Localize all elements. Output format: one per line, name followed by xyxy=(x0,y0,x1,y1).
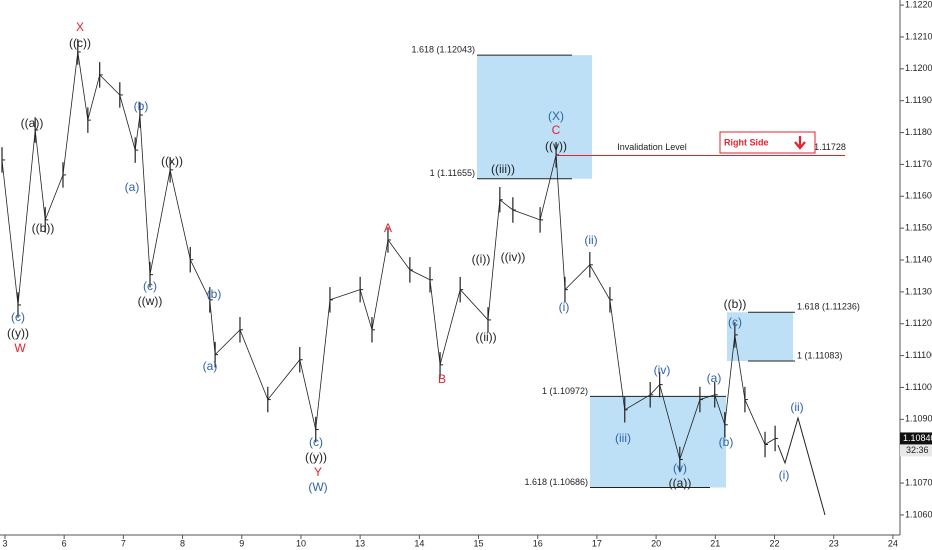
y-tick-label: 1.11900 xyxy=(905,95,932,105)
wave-label: ((b)) xyxy=(724,297,747,311)
wave-label: ((v)) xyxy=(545,139,567,153)
wave-label: (c) xyxy=(728,315,742,329)
y-tick-label: 1.11100 xyxy=(905,350,932,360)
wave-label: (a) xyxy=(203,359,218,373)
x-tick-label: 8 xyxy=(180,538,185,548)
x-tick-label: 3 xyxy=(2,538,7,548)
x-tick-label: 22 xyxy=(769,538,779,548)
wave-label: (c) xyxy=(143,279,157,293)
projection-path xyxy=(777,416,826,516)
wave-label: (b) xyxy=(719,435,734,449)
y-tick-label: 1.12000 xyxy=(905,63,932,73)
fib-label: 1.618 (1.12043) xyxy=(411,45,475,55)
countdown-tag xyxy=(900,444,932,457)
y-tick-label: 1.10700 xyxy=(905,477,932,487)
x-tick-label: 21 xyxy=(710,538,720,548)
wave-label: (W) xyxy=(308,480,327,494)
fib-box xyxy=(477,55,592,179)
y-tick-label: 1.11400 xyxy=(905,254,932,264)
y-tick-label: 1.12200 xyxy=(905,0,932,9)
wave-label: (iv) xyxy=(654,363,671,377)
wave-label: ((c)) xyxy=(69,36,91,50)
callout-arrow xyxy=(794,136,806,150)
x-tick-label: 23 xyxy=(829,538,839,548)
wave-label: ((iii)) xyxy=(491,162,515,176)
callout-text: Right Side xyxy=(724,137,769,147)
x-tick-label: 13 xyxy=(355,538,365,548)
x-tick-label: 15 xyxy=(474,538,484,548)
wave-label: ((y)) xyxy=(305,450,327,464)
wave-label: ((a)) xyxy=(21,116,44,130)
wave-label: ((y)) xyxy=(7,326,29,340)
countdown-label: 32:36 xyxy=(906,445,929,455)
wave-label: (ii) xyxy=(790,400,803,414)
fib-label: 1.618 (1.10686) xyxy=(524,477,588,487)
y-tick-label: 1.11300 xyxy=(905,286,932,296)
y-tick-label: 1.11200 xyxy=(905,318,932,328)
x-tick-label: 14 xyxy=(414,538,424,548)
x-tick-label: 20 xyxy=(651,538,661,548)
x-tick-label: 17 xyxy=(592,538,602,548)
wave-label: (X) xyxy=(548,109,564,123)
wave-label: (i) xyxy=(779,468,790,482)
y-tick-label: 1.10900 xyxy=(905,414,932,424)
wave-label: ((a)) xyxy=(669,476,692,490)
fib-label: 1.618 (1.11236) xyxy=(797,302,860,312)
wave-label: ((iv)) xyxy=(501,250,526,264)
wave-label: Y xyxy=(314,465,322,479)
wave-label: (i) xyxy=(559,300,570,314)
fib-label: 1 (1.11083) xyxy=(797,350,842,360)
wave-label: B xyxy=(438,372,446,386)
fib-label: 1 (1.10972) xyxy=(542,386,588,396)
y-tick-label: 1.11800 xyxy=(905,127,932,137)
x-tick-label: 6 xyxy=(62,538,67,548)
wave-label: (ii) xyxy=(584,233,597,247)
y-tick-label: 1.11600 xyxy=(905,191,932,201)
wave-label: C xyxy=(552,123,561,137)
wave-label: ((b)) xyxy=(32,221,55,235)
fib-label: 1 (1.11655) xyxy=(430,168,475,178)
wave-label: (b) xyxy=(207,287,222,301)
wave-label: (a) xyxy=(125,180,140,194)
wave-label: X xyxy=(76,20,84,34)
wave-label: (iii) xyxy=(615,431,631,445)
x-tick-label: 24 xyxy=(888,538,898,548)
last-price-label: 1.10840 xyxy=(903,433,932,443)
y-tick-label: 1.11000 xyxy=(905,382,932,392)
wave-label: ((w)) xyxy=(138,294,163,308)
callout-box xyxy=(719,131,816,154)
y-tick-label: 1.10600 xyxy=(905,509,932,519)
wave-label: ((ii)) xyxy=(475,330,496,344)
wave-label: (c) xyxy=(309,435,323,449)
invalidation-value: 1.11728 xyxy=(814,142,846,152)
y-tick-label: 1.11700 xyxy=(905,159,932,169)
fib-box xyxy=(590,396,726,488)
x-tick-label: 7 xyxy=(121,538,126,548)
x-tick-label: 9 xyxy=(239,538,244,548)
wave-label: ((i)) xyxy=(472,252,491,266)
y-tick-label: 1.12100 xyxy=(905,31,932,41)
wave-label: A xyxy=(384,221,392,235)
y-tick-label: 1.11500 xyxy=(905,223,932,233)
wave-label: ((x)) xyxy=(161,154,183,168)
wave-label: (c) xyxy=(11,310,25,324)
wave-label: (a) xyxy=(707,371,722,385)
x-tick-label: 16 xyxy=(533,538,543,548)
x-tick-label: 10 xyxy=(296,538,306,548)
wave-label: (b) xyxy=(134,99,149,113)
wave-label: W xyxy=(14,341,26,355)
last-price-tag xyxy=(900,432,932,445)
wave-label: (v) xyxy=(673,461,687,475)
invalidation-label: Invalidation Level xyxy=(617,142,687,152)
